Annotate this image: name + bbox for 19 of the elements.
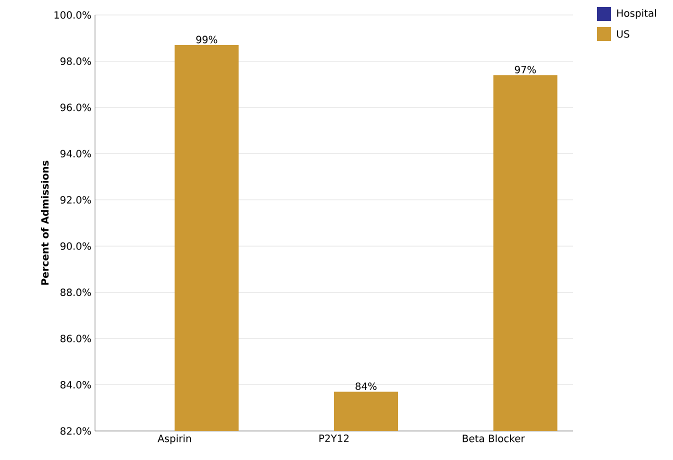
y-tick-label: 90.0%: [60, 242, 91, 250]
data-label: 84%: [356, 382, 377, 390]
x-tick-label: P2Y12: [319, 434, 349, 442]
data-label: 99%: [196, 36, 218, 44]
y-tick-label: 88.0%: [60, 288, 91, 296]
x-tick-label: Beta Blocker: [462, 434, 525, 442]
y-tick-label: 92.0%: [60, 196, 91, 204]
data-label: 97%: [514, 66, 536, 74]
y-tick-label: 94.0%: [60, 150, 91, 158]
y-tick-label: 86.0%: [60, 334, 91, 342]
y-tick-label: 98.0%: [60, 57, 91, 65]
y-tick-label: 100.0%: [54, 11, 91, 19]
y-axis-title: Percent of Admissions: [40, 160, 49, 285]
legend-label: US: [617, 30, 630, 38]
legend-label: Hospital: [617, 9, 656, 19]
y-tick-label: 96.0%: [60, 104, 91, 112]
y-tick-label: 84.0%: [60, 380, 91, 389]
x-tick-label: Aspirin: [158, 434, 191, 444]
y-tick-label: 82.0%: [60, 427, 91, 435]
